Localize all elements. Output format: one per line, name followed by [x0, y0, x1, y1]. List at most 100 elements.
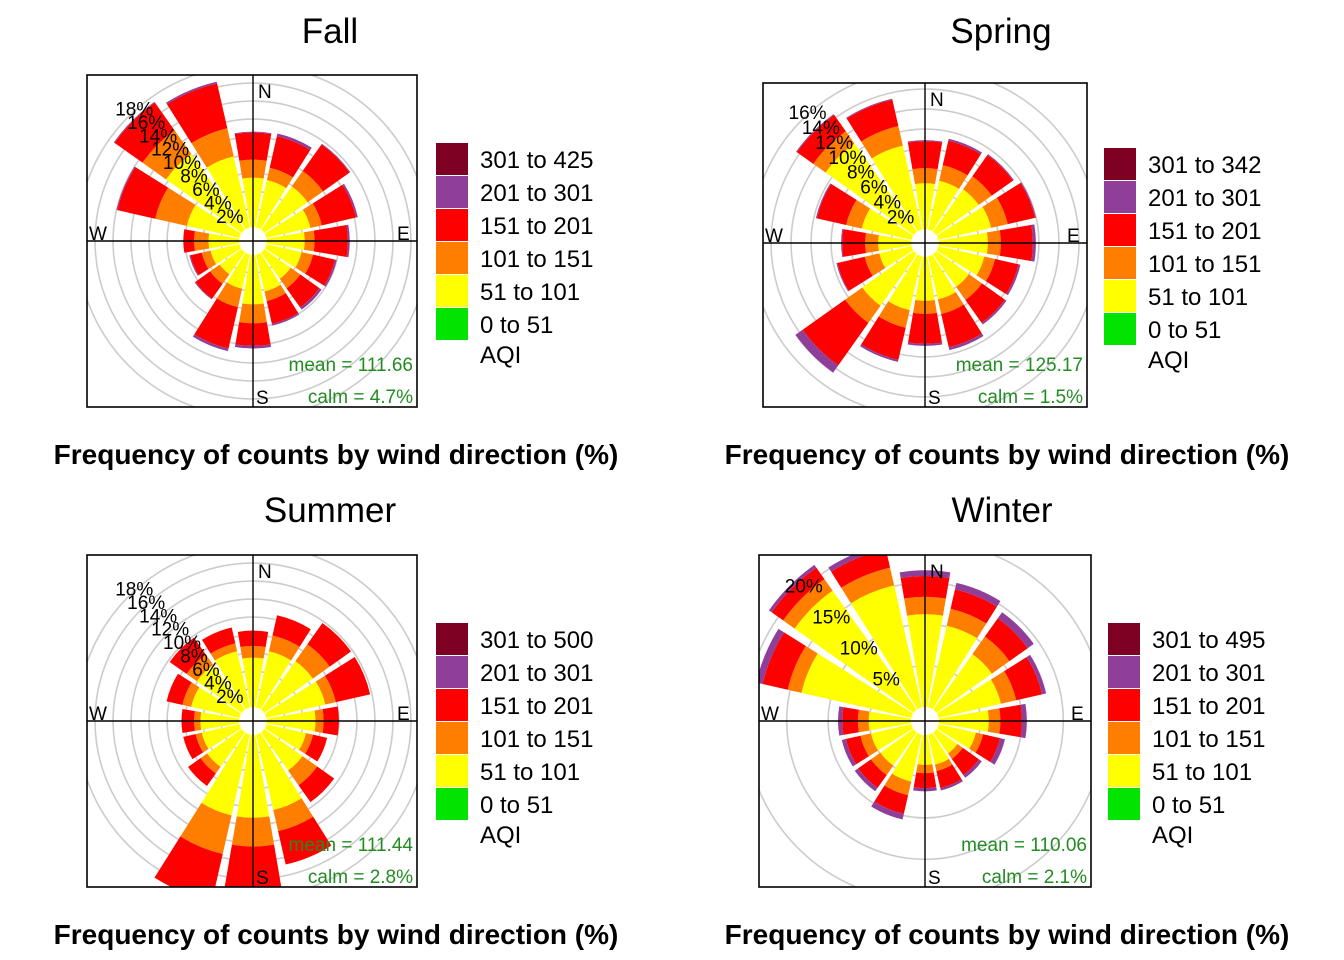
petal-wsw-51-to-101 [201, 724, 242, 750]
petal-ene-51-to-101 [936, 206, 992, 240]
petal-nne-151-to-201 [950, 589, 997, 624]
petal-wnw-101-to-151 [787, 646, 818, 693]
legend-swatch-0-to-51 [436, 788, 468, 820]
petal-ene-101-to-151 [302, 203, 322, 228]
petal-ssw-101-to-151 [216, 282, 243, 308]
petal-wsw-151-to-201 [837, 256, 873, 291]
legend-swatch-151-to-201 [1104, 214, 1136, 246]
petal-nnw-151-to-201 [846, 99, 899, 142]
petal-ne-51-to-101 [933, 654, 992, 713]
legend: 301 to 500 201 to 301 151 to 201 101 to 151… [436, 623, 593, 849]
petal-ese-151-to-201 [305, 254, 336, 286]
ring-label-14: 14% [802, 118, 840, 139]
petal-wsw-51-to-101 [870, 724, 914, 751]
legend-swatch-201-to-301 [436, 656, 468, 688]
petal-se-151-to-201 [298, 766, 335, 803]
axis-label-x: Frequency of counts by wind direction (%… [54, 919, 619, 950]
petal-nw-51-to-101 [196, 664, 245, 713]
petal-sw-51-to-101 [862, 250, 918, 306]
petal-wnw-51-to-101 [191, 687, 242, 718]
petal-ene-151-to-201 [1004, 657, 1043, 701]
petal-ssw-151-to-201 [154, 836, 223, 887]
petal-nne-101-to-151 [266, 167, 294, 189]
legend-label-101-to-151: 101 to 151 [1152, 726, 1265, 753]
mean-label: mean = 110.06 [961, 835, 1087, 856]
petal-wsw-101-to-151 [860, 733, 879, 757]
ring-label-20: 20% [785, 577, 823, 598]
petal-wsw-151-to-201 [190, 252, 209, 276]
legend-swatch-151-to-201 [436, 689, 468, 721]
petal-ne-151-to-201 [307, 622, 352, 667]
petal-nw-201-to-301 [768, 564, 817, 613]
petal-nne-151-to-201 [272, 615, 311, 647]
petal-sse-151-to-201 [941, 304, 982, 348]
legend-label-101-to-151: 101 to 151 [1148, 251, 1261, 278]
petal-se-51-to-101 [261, 249, 291, 279]
ring-label-8: 8% [180, 647, 208, 668]
petal-nne-151-to-201 [942, 140, 981, 176]
petal-ene-51-to-101 [264, 681, 326, 718]
legend-label-151-to-201: 151 to 201 [1152, 693, 1265, 720]
petal-ne-101-to-151 [291, 170, 324, 203]
petal-ese-151-to-201 [975, 734, 1001, 763]
petal-ssw-201-to-301 [192, 334, 229, 352]
compass-s: S [256, 388, 269, 409]
legend-label-201-to-301: 201 to 301 [480, 660, 593, 687]
petal-nnw-201-to-301 [828, 555, 866, 572]
panel-title: Spring [950, 12, 1051, 51]
legend-swatch-151-to-201 [1108, 689, 1140, 721]
ring-label-16: 16% [127, 113, 165, 134]
petal-nw-51-to-101 [165, 153, 245, 233]
legend-swatch-151-to-201 [436, 209, 468, 241]
petal-wnw-201-to-301 [815, 183, 832, 219]
petal-se-101-to-151 [279, 267, 301, 289]
petal-nnw-51-to-101 [850, 585, 922, 710]
compass-w: W [761, 704, 779, 725]
petal-sse-201-to-301 [940, 779, 963, 791]
compass-n: N [930, 90, 944, 111]
petal-sse-101-to-151 [264, 284, 286, 302]
legend-title: AQI [1148, 347, 1189, 374]
petal-wnw-151-to-201 [117, 166, 169, 219]
petal-wsw-101-to-151 [201, 250, 217, 270]
ring-label-10: 10% [163, 633, 201, 654]
legend-label-301-to-425: 301 to 425 [480, 147, 593, 174]
petal-sw-51-to-101 [880, 729, 917, 766]
petal-sw-201-to-301 [194, 281, 213, 300]
petal-nw-101-to-151 [142, 130, 192, 180]
petal-wnw-151-to-201 [762, 632, 806, 690]
petal-ne-201-to-301 [997, 612, 1034, 649]
legend-label-0-to-51: 0 to 51 [480, 792, 553, 819]
petal-se-101-to-151 [956, 274, 983, 301]
petal-ne-51-to-101 [932, 189, 979, 236]
petal-nnw-101-to-151 [210, 643, 238, 661]
petal-nnw-51-to-101 [214, 651, 250, 710]
ring-label-4: 4% [204, 194, 232, 215]
legend-label-0-to-51: 0 to 51 [1148, 317, 1221, 344]
legend-swatch-0-to-51 [1108, 788, 1140, 820]
petal-sw-151-to-201 [188, 758, 216, 786]
compass-s: S [928, 868, 941, 889]
ring-label-10: 10% [163, 153, 201, 174]
petal-nne-201-to-301 [948, 138, 982, 155]
legend-label-201-to-301: 201 to 301 [1152, 660, 1265, 687]
legend-label-51-to-101: 51 to 101 [1148, 284, 1248, 311]
petal-nnw-201-to-301 [846, 98, 893, 119]
legend-label-51-to-101: 51 to 101 [1152, 759, 1252, 786]
petal-wsw-151-to-201 [183, 734, 204, 760]
compass-n: N [258, 82, 272, 103]
petal-ssw-151-to-201 [861, 316, 906, 360]
petal-wnw-51-to-101 [801, 653, 914, 718]
petal-se-101-to-151 [288, 756, 318, 786]
legend-label-0-to-51: 0 to 51 [1152, 792, 1225, 819]
petal-sse-151-to-201 [936, 764, 962, 789]
axis-label-x: Frequency of counts by wind direction (%… [54, 439, 619, 470]
petal-nnw-101-to-151 [861, 126, 903, 159]
petal-ese-151-to-201 [985, 258, 1019, 295]
petal-ssw-51-to-101 [226, 252, 250, 289]
petal-ene-151-to-201 [996, 182, 1036, 225]
petal-ene-151-to-201 [324, 657, 371, 703]
petal-wsw-201-to-301 [836, 262, 849, 292]
